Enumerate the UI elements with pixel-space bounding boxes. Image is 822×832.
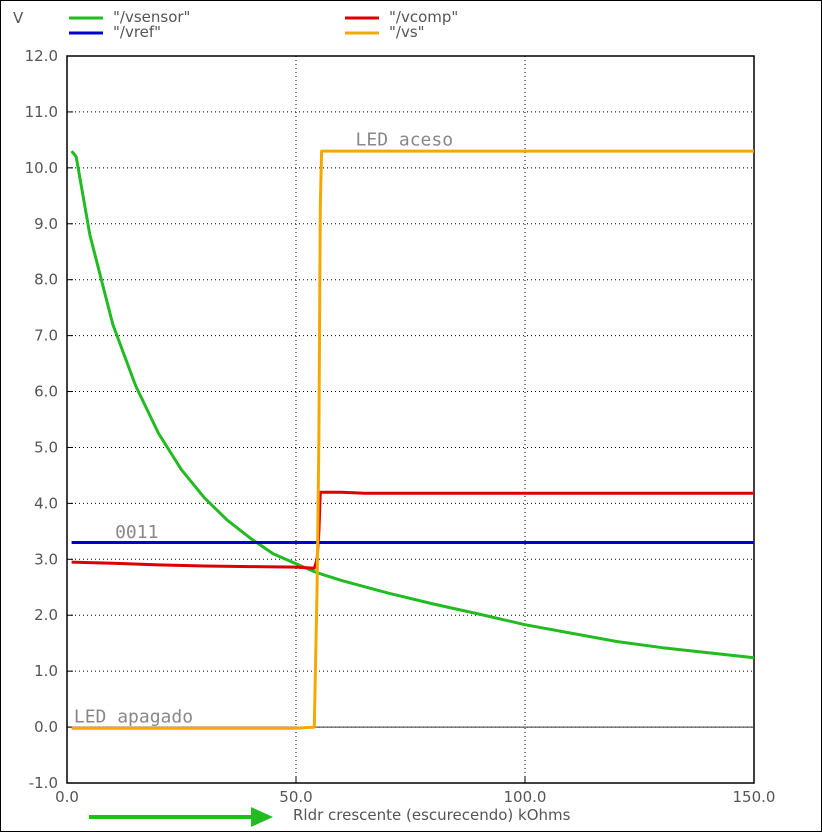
x-axis-ticks: 0.0 50.0 100.0 150.0: [55, 777, 775, 806]
y-tick-label: 6.0: [34, 383, 58, 401]
x-axis-label: Rldr crescente (escurecendo) kOhms: [293, 806, 571, 824]
annotation-label: LED apagado: [74, 707, 193, 728]
y-tick-label: 3.0: [34, 550, 58, 568]
annotation-label: 0011: [115, 522, 158, 543]
y-tick-label: 7.0: [34, 327, 58, 345]
y-tick-label: 4.0: [34, 494, 58, 512]
legend-label-vref: "/vref": [113, 23, 161, 41]
series-line-vs: [71, 149, 754, 730]
y-axis-label: V: [13, 9, 24, 27]
y-tick-label: -1.0: [29, 774, 58, 792]
y-axis-ticks: -1.0 0.0 1.0 2.0 3.0 4.0 5.0 6.0 7.0 8.0 9.0 10.0 11…: [25, 47, 73, 792]
y-tick-label: 5.0: [34, 438, 58, 456]
x-tick-label: 150.0: [733, 788, 776, 806]
y-tick-label: 10.0: [25, 159, 58, 177]
y-tick-label: 9.0: [34, 215, 58, 233]
series-lines: [70, 149, 755, 730]
y-tick-label: 8.0: [34, 271, 58, 289]
x-axis-caption: Rldr crescente (escurecendo) kOhms: [89, 806, 571, 827]
x-tick-label: 50.0: [279, 788, 312, 806]
legend-label-vcomp: "/vcomp": [389, 8, 458, 26]
legend-label-vsensor: "/vsensor": [113, 8, 190, 26]
x-tick-label: 0.0: [55, 788, 79, 806]
annotation-label: LED aceso: [356, 129, 454, 150]
y-tick-label: 1.0: [34, 662, 58, 680]
series-line-vcomp: [71, 490, 754, 570]
legend: "/vsensor" "/vref" "/vcomp" "/vs": [69, 8, 458, 41]
annotations: LED aceso 0011 LED apagado: [74, 129, 453, 727]
x-tick-label: 100.0: [504, 788, 547, 806]
direction-arrow-icon: [251, 807, 273, 827]
plot-area: [66, 55, 755, 784]
y-tick-label: 2.0: [34, 606, 58, 624]
legend-label-vs: "/vs": [389, 23, 425, 41]
y-tick-label: 11.0: [25, 103, 58, 121]
grid: [67, 56, 754, 783]
y-tick-label: 0.0: [34, 718, 58, 736]
y-tick-label: 12.0: [25, 47, 58, 65]
